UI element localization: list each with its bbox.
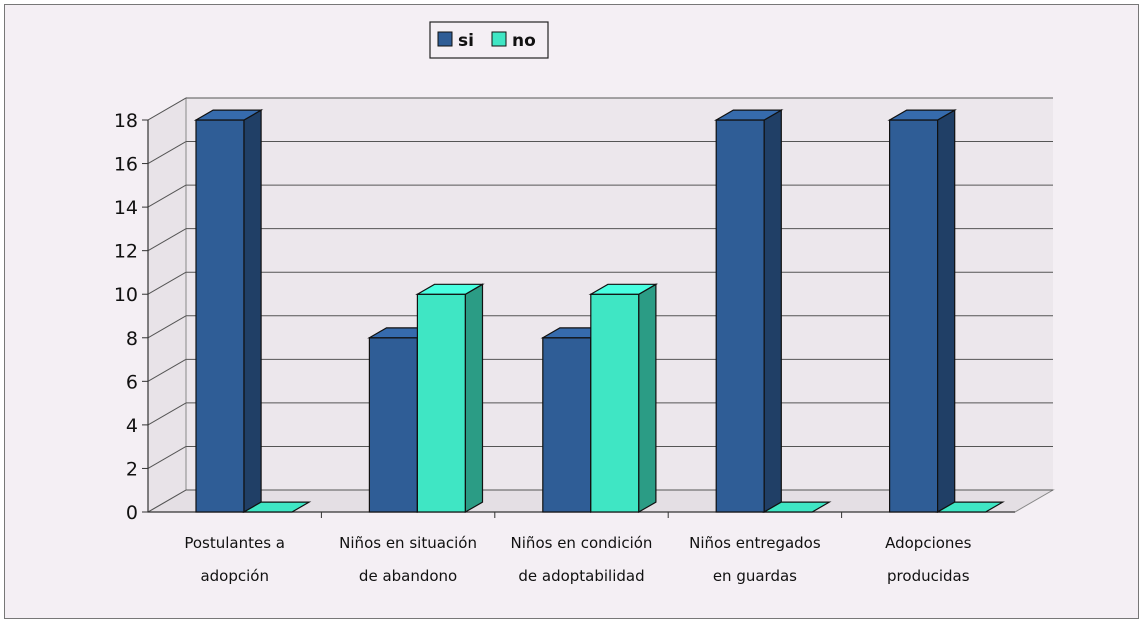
- category-label: en guardas: [713, 567, 797, 585]
- gridline-diagonal: [147, 446, 187, 469]
- bar-no-2-side: [464, 283, 484, 514]
- gridline-diagonal: [147, 489, 187, 513]
- bar-si-2: [368, 337, 418, 513]
- bar-no-4: [761, 501, 832, 513]
- bar-si-4: [715, 119, 765, 513]
- legend-swatch-no: [491, 31, 507, 47]
- bar-si-1-top: [193, 109, 264, 121]
- bar-no-1: [241, 501, 312, 513]
- category-label: adopción: [200, 567, 269, 585]
- bar-si-5: [888, 119, 939, 513]
- category-label: Niños en situación: [339, 534, 477, 552]
- legend-label-no: no: [512, 31, 536, 51]
- bar-si-3: [542, 337, 592, 513]
- bar-no-2-top: [415, 283, 485, 295]
- category-label: Adopciones: [885, 534, 972, 552]
- y-tick-label: 8: [126, 328, 138, 350]
- y-tick-label: 2: [126, 458, 138, 480]
- category-label: producidas: [887, 567, 970, 585]
- gridline-diagonal: [147, 184, 187, 208]
- bar-si-4-top: [713, 109, 784, 121]
- legend-label-si: si: [458, 31, 474, 51]
- y-tick-label: 18: [114, 110, 138, 132]
- category-label: de abandono: [359, 567, 457, 585]
- bar-si-5-side: [936, 109, 956, 514]
- bar-no-5: [935, 501, 1005, 513]
- y-tick-label: 6: [126, 371, 138, 393]
- gridline-diagonal: [147, 141, 187, 164]
- legend-swatch-si: [437, 31, 453, 47]
- gridline-diagonal: [147, 271, 187, 295]
- bar-si-1: [195, 119, 245, 513]
- y-tick-label: 10: [114, 284, 138, 306]
- category-label: de adoptabilidad: [518, 567, 644, 585]
- category-label: Niños en condición: [511, 534, 653, 552]
- category-label: Postulantes a: [184, 534, 285, 552]
- gridline-diagonal: [147, 228, 187, 252]
- bar-si-1-side: [243, 109, 262, 514]
- gridline-diagonal: [147, 315, 187, 339]
- bar-no-3: [590, 293, 640, 513]
- gridline-diagonal: [147, 97, 187, 121]
- bar-no-2: [416, 293, 466, 513]
- bar-si-5-top: [887, 109, 957, 121]
- bar-si-4-side: [763, 109, 782, 514]
- y-tick-label: 12: [114, 241, 138, 263]
- y-tick-label: 14: [114, 197, 138, 219]
- gridline-diagonal: [147, 358, 187, 382]
- y-tick-label: 0: [126, 502, 138, 524]
- bar-no-3-side: [638, 283, 657, 514]
- y-tick-label: 4: [126, 415, 138, 437]
- category-label: Niños entregados: [689, 534, 821, 552]
- y-tick-label: 16: [114, 154, 138, 176]
- bar-no-3-top: [588, 283, 659, 295]
- gridline-diagonal: [147, 402, 187, 426]
